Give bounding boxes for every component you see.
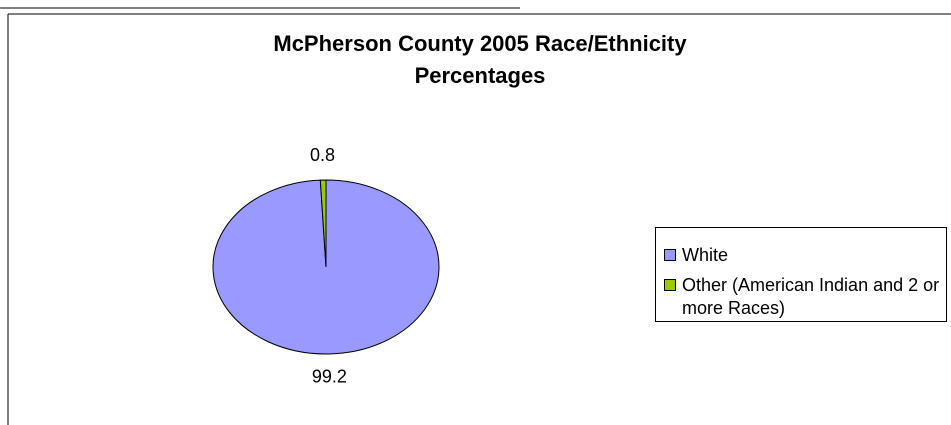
legend-item: Other (American Indian and 2 or more Rac… xyxy=(664,274,944,320)
legend-swatch xyxy=(664,279,676,291)
legend-item: White xyxy=(664,244,944,267)
data-label: 0.8 xyxy=(310,145,335,165)
legend-swatch xyxy=(664,249,676,261)
legend: White Other (American Indian and 2 or mo… xyxy=(655,227,947,322)
chart-title: McPherson County 2005 Race/Ethnicity Per… xyxy=(273,31,687,88)
title-box: McPherson County 2005 Race/Ethnicity Per… xyxy=(273,31,687,88)
legend-label: White xyxy=(682,245,729,265)
legend-label: Other (American Indian and 2 or more Rac… xyxy=(682,275,940,318)
pie-slice xyxy=(319,179,327,268)
data-label: 99.2 xyxy=(312,367,347,387)
